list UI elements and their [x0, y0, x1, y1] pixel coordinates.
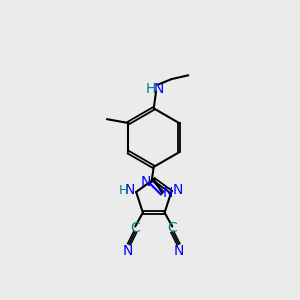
- Text: N: N: [125, 183, 135, 197]
- Text: N: N: [153, 82, 164, 96]
- Text: N: N: [174, 244, 184, 258]
- Text: N: N: [172, 183, 183, 197]
- Text: C: C: [130, 221, 140, 235]
- Text: C: C: [167, 221, 177, 235]
- Text: H: H: [146, 82, 156, 96]
- Text: N: N: [162, 186, 173, 200]
- Text: H: H: [119, 184, 128, 197]
- Text: N: N: [123, 244, 134, 258]
- Text: N: N: [141, 175, 151, 189]
